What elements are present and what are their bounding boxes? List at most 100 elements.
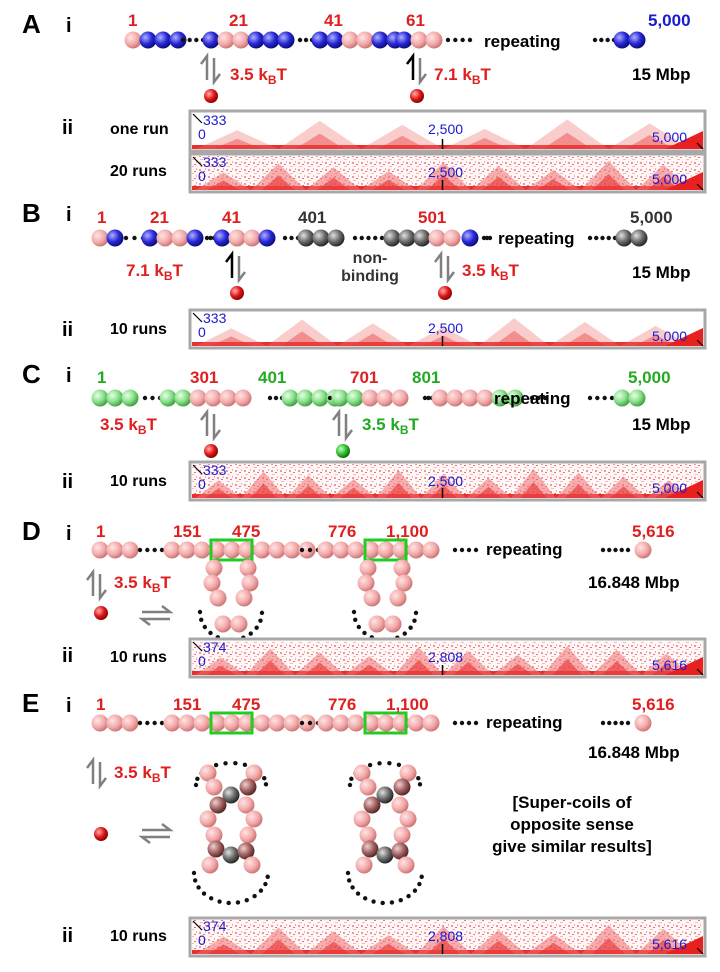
chromatin-bead	[258, 229, 276, 247]
chromatin-bead	[506, 389, 524, 407]
chromatin-bead	[377, 714, 395, 732]
map-domain-core	[262, 175, 295, 190]
chromatin-bead	[239, 826, 257, 844]
panel-C-label-1: 1	[97, 368, 106, 387]
panel-A-map1-top: 333	[203, 112, 227, 128]
chromatin-bead	[281, 389, 299, 407]
panel-E-label-5616: 5,616	[632, 695, 675, 714]
chromatin-bead	[199, 810, 217, 828]
panel-C-map1-top: 333	[203, 462, 227, 478]
linker-dot	[351, 609, 357, 615]
linker-dot	[347, 782, 353, 788]
chromatin-bead	[407, 541, 425, 559]
binding-bridge	[363, 538, 408, 562]
panel-E-energy: 3.5 kBT	[114, 763, 171, 785]
map-domain-core	[493, 330, 536, 346]
linker-dot	[180, 37, 186, 43]
map-corner-tick	[192, 464, 203, 475]
chromatin-bead	[163, 714, 181, 732]
panel-B-genome-size: 15 Mbp	[632, 263, 691, 282]
panel-B-label-41: 41	[222, 208, 241, 227]
chromatin-bead	[317, 541, 335, 559]
panel-D-letter: D	[22, 516, 41, 546]
panel-C-label-801: 801	[412, 368, 440, 387]
linker-dot	[297, 37, 303, 43]
map-domain-core	[542, 132, 592, 149]
chromatin-bead	[413, 229, 431, 247]
map-domain-core	[453, 661, 484, 675]
chromatin-bead	[223, 714, 241, 732]
linker-dot	[607, 547, 612, 553]
panel-C-energy-left: 3.5 kBT	[100, 415, 157, 437]
map-domain-core	[537, 178, 570, 190]
map-domain-core	[647, 176, 680, 190]
panel-E-exchange-arrows	[138, 823, 174, 844]
linker-dot	[587, 395, 593, 401]
map-domain-core	[317, 177, 350, 190]
chromatin-bead	[383, 229, 401, 247]
linker-dot	[592, 37, 598, 43]
panel-E-contact-map-1	[188, 916, 707, 958]
chromatin-bead	[121, 714, 139, 732]
linker-dot	[473, 720, 479, 726]
map-domain-core	[422, 335, 465, 346]
chromatin-bead	[376, 786, 394, 804]
linker-dot	[362, 630, 367, 636]
panel-C-right-equilibrium-arrows	[332, 408, 353, 442]
chromatin-bead	[91, 229, 109, 247]
chromatin-bead	[368, 615, 386, 633]
linker-dot	[233, 760, 238, 766]
binding-bridge	[363, 711, 408, 735]
chromatin-bead	[262, 31, 280, 49]
linker-dot	[195, 776, 200, 782]
binding-bridge	[209, 538, 254, 562]
chromatin-bead	[376, 389, 394, 407]
map-domain-triangle	[526, 119, 609, 149]
panel-E-map1-origin: 0	[198, 932, 206, 948]
chromatin-bead	[205, 826, 223, 844]
linker-dot	[254, 625, 259, 630]
linker-dot	[625, 720, 631, 726]
panel-A-genome-size: 15 Mbp	[632, 65, 691, 84]
chromatin-bead	[377, 541, 395, 559]
chromatin-bead	[613, 31, 631, 49]
panel-A-energy-right: 7.1 kBT	[434, 65, 491, 87]
chromatin-bead	[298, 541, 316, 559]
chromatin-bead	[219, 389, 237, 407]
panel-D-label-475: 475	[232, 522, 260, 541]
panel-A-map2-origin: 0	[198, 168, 206, 184]
chromatin-bead	[203, 574, 221, 592]
map-domain-core	[340, 487, 367, 498]
chromatin-bead	[239, 559, 257, 577]
linker-dot	[416, 776, 421, 781]
chromatin-bead	[208, 714, 226, 732]
panel-A-protein-bead-right	[410, 89, 424, 103]
map-domain-triangle	[443, 128, 526, 149]
panel-D-label-1: 1	[96, 522, 105, 541]
map-domain-triangle	[278, 120, 361, 149]
linker-dot	[252, 893, 257, 899]
chromatin-bead	[253, 714, 271, 732]
linker-dot	[408, 625, 413, 630]
linker-dot	[387, 760, 392, 766]
chromatin-bead	[201, 856, 219, 874]
panel-B-left-equilibrium-arrows	[225, 250, 246, 284]
chromatin-bead	[298, 714, 316, 732]
panel-E-repeating: repeating	[486, 713, 563, 732]
panel-B-contact-map-1	[188, 308, 707, 350]
panel-A-left-equilibrium-arrows	[200, 52, 221, 86]
chromatin-bead	[398, 229, 416, 247]
chromatin-bead	[628, 31, 646, 49]
panel-C-sub-i: i	[66, 365, 72, 387]
panel-E-label-151: 151	[173, 695, 201, 714]
chromatin-bead	[384, 615, 402, 633]
linker-dot	[473, 547, 479, 553]
chromatin-bead	[356, 31, 374, 49]
chromatin-bead	[357, 574, 375, 592]
linker-dot	[606, 235, 611, 241]
chromatin-bead	[331, 389, 349, 407]
map-domain-triangle	[478, 318, 550, 346]
panel-C-map1-mid: 2,500	[428, 473, 463, 489]
map-domain-core	[482, 176, 515, 190]
chromatin-bead	[393, 559, 411, 577]
